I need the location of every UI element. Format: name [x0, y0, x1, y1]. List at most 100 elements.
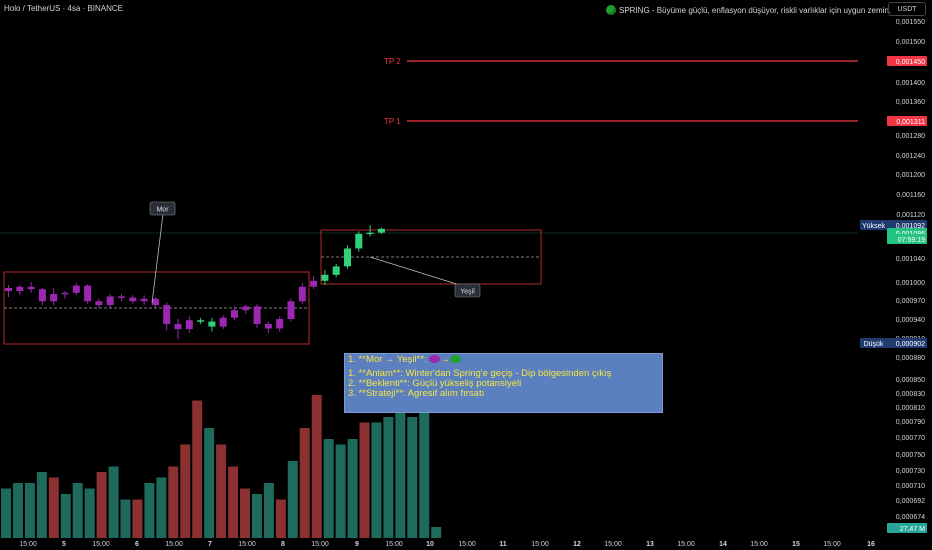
time-tick-label: 15:00 [823, 541, 841, 548]
time-tick-label: 15:00 [677, 541, 695, 548]
time-tick-label: 15:00 [750, 541, 768, 548]
candle-body [50, 294, 58, 302]
price-tick-label: 0,001550 [896, 19, 925, 26]
time-tick-label: 15:00 [385, 541, 403, 548]
purple-circle-icon [429, 355, 441, 364]
arrow-icon: → [440, 355, 450, 365]
tp-level-label: TP 1 [384, 117, 401, 126]
candle-body [197, 320, 205, 322]
price-tick-label: 0,001040 [896, 256, 925, 263]
mor-callout-box [149, 201, 176, 216]
info-line-2: 1. **Anlam**: Winter'dan Spring'e geçiş … [348, 369, 612, 379]
candle-body [72, 285, 80, 293]
time-tick-label: 15:00 [458, 541, 476, 548]
volume-bar [204, 428, 215, 538]
volume-bar [251, 494, 262, 538]
green-circle-icon [449, 355, 461, 364]
symbol-title: Holo / TetherUS · 4sa · BINANCE [4, 4, 124, 13]
volume-bar [144, 483, 155, 538]
volume-bar [168, 466, 179, 538]
price-tag [887, 220, 927, 230]
mor-callout-line [151, 213, 164, 304]
volume-bar [180, 444, 191, 538]
info-line-1: 1. **Mor → Yeşil**: → [348, 355, 659, 365]
candle-body [61, 292, 69, 295]
volume-bar [419, 406, 430, 538]
candle-body [185, 320, 193, 330]
candle-body [231, 310, 238, 318]
volume-bar [311, 395, 322, 538]
candle-body [16, 286, 24, 291]
candle-body [298, 286, 306, 302]
price-tag-caption-box [860, 338, 887, 348]
price-tick-label: 0,000970 [896, 298, 925, 305]
price-tick-label: 0,000770 [896, 435, 925, 442]
volume-bar [156, 477, 167, 538]
price-tick-label: 0,000830 [896, 391, 925, 398]
price-tick-label: 0,001160 [896, 192, 925, 199]
price-tick-label: 0,001400 [896, 80, 925, 87]
volume-bar [228, 466, 239, 538]
time-tick-label: 15:00 [604, 541, 622, 548]
price-tick-label: 0,000710 [896, 483, 925, 490]
volume-bar [431, 527, 442, 538]
time-tick-label: 9 [355, 541, 359, 548]
time-tick-label: 15:00 [19, 541, 37, 548]
price-tag-value: 07:59:19 [898, 237, 925, 244]
season-banner: SPRING - Büyüme güçlü, enflasyon düşüyor… [606, 5, 891, 15]
price-tick-label: 0,000880 [896, 355, 925, 362]
volume-bar [347, 439, 358, 538]
volume-bar [359, 422, 370, 538]
volume-bar [216, 444, 227, 538]
yesil-callout-label: Yeşil [460, 289, 475, 296]
volume-bar [36, 472, 47, 538]
candle-body [321, 274, 329, 281]
candle-body [208, 321, 216, 327]
volume-bar [263, 483, 274, 538]
price-tag [887, 338, 927, 348]
volume-bar [84, 488, 95, 538]
volume-bar [335, 444, 346, 538]
season-banner-text: SPRING - Büyüme güçlü, enflasyon düşüyor… [619, 5, 892, 15]
info-line-3: 2. **Beklenti**: Güçlü yükseliş potansiy… [348, 379, 522, 389]
time-tick-label: 14 [719, 541, 727, 548]
volume-bar [60, 494, 71, 538]
time-tick-label: 15:00 [531, 541, 549, 548]
yesil-callout-box [454, 283, 481, 298]
volume-bar [1, 488, 11, 538]
volume-bar [299, 428, 310, 538]
price-tag-caption: Düşük [864, 341, 884, 348]
volume-bar [383, 417, 394, 538]
price-tag-value: 0,000902 [896, 341, 925, 348]
time-tick-label: 15:00 [311, 541, 329, 548]
volume-bar [192, 400, 203, 538]
candle-body [163, 305, 171, 325]
time-tick-label: 8 [281, 541, 285, 548]
time-tick-label: 15 [792, 541, 800, 548]
candle-body [253, 306, 261, 325]
candle-body [106, 296, 114, 306]
candle-body [276, 319, 284, 329]
tp-level-label: TP 2 [384, 57, 401, 66]
price-tag [887, 234, 927, 244]
price-tick-label: 0,001240 [896, 153, 925, 160]
candle-body [95, 301, 103, 306]
price-tag-value: 0,001311 [896, 119, 925, 126]
time-tick-label: 5 [62, 541, 66, 548]
candle-body [84, 285, 92, 302]
volume-bar [371, 422, 382, 538]
price-tag [887, 56, 927, 66]
candle-body [5, 288, 12, 291]
time-tick-label: 16 [867, 541, 875, 548]
currency-button[interactable]: USDT [888, 2, 926, 16]
volume-bar [72, 483, 83, 538]
price-tick-label: 0,001280 [896, 133, 925, 140]
price-tick-label: 0,000692 [896, 498, 925, 505]
price-tick-label: 0,001200 [896, 172, 925, 179]
candle-body [27, 286, 35, 290]
volume-bar [48, 477, 59, 538]
candle-body [287, 301, 295, 319]
price-tick-label: 0,000940 [896, 317, 925, 324]
candle-body [332, 266, 340, 275]
